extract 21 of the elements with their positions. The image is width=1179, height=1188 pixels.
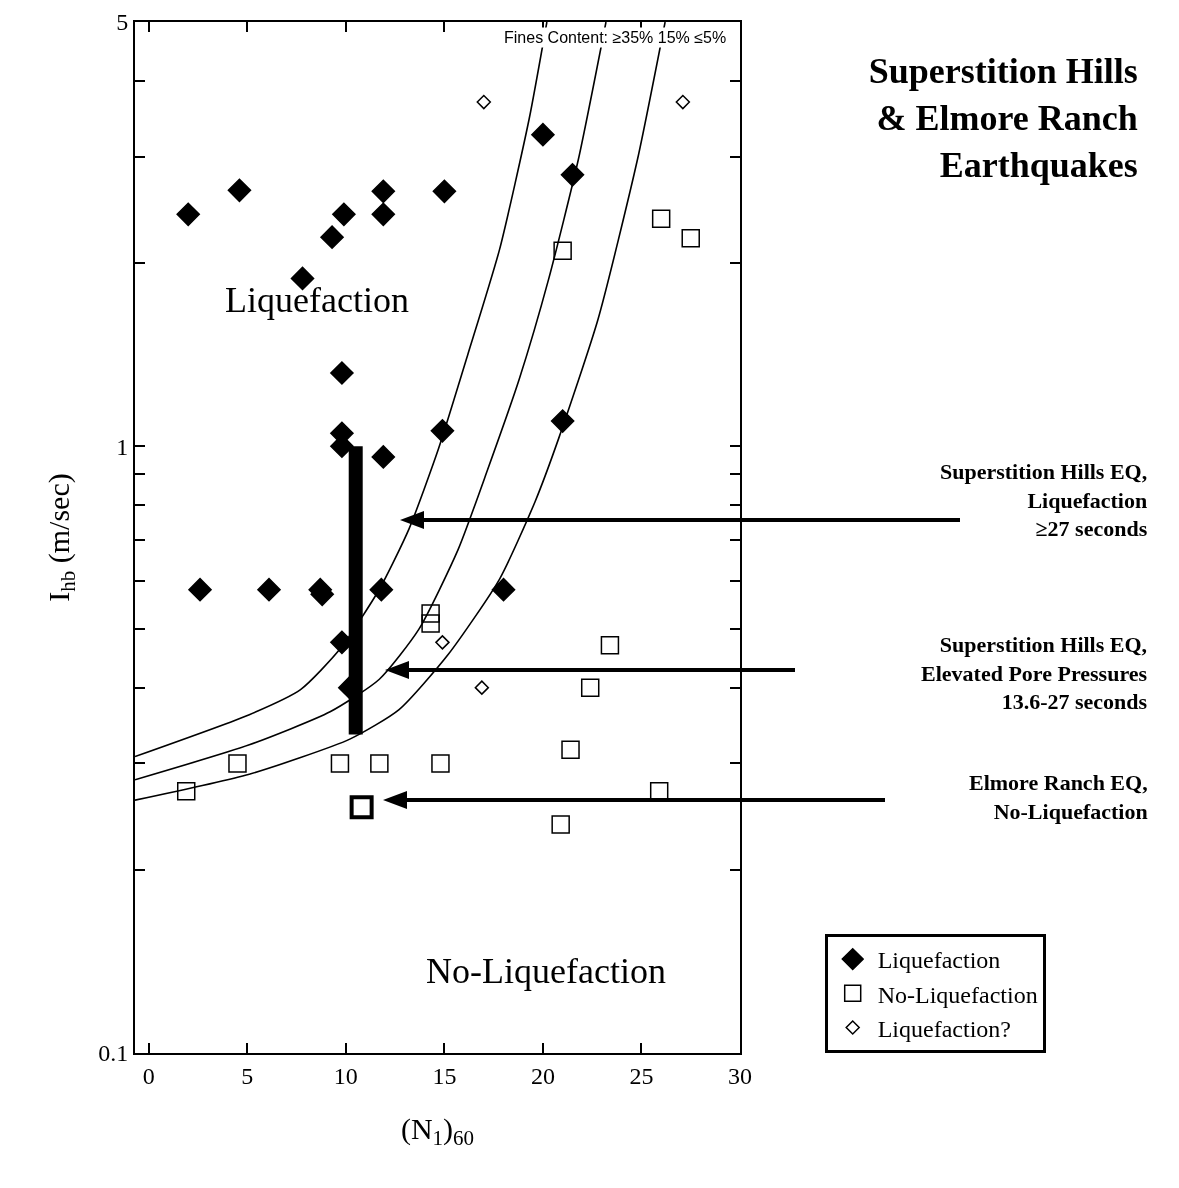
legend-label: Liquefaction? [877, 1015, 1011, 1042]
x-tick-label: 0 [142, 1062, 155, 1089]
text: Superstition Hills & Elmore Ranch Earthquakes [868, 51, 1138, 185]
x-axis-title: (N$_{1}$)$_{60}$ [400, 1111, 475, 1151]
x-tick-label: 30 [728, 1062, 752, 1089]
text: Superstition Hills EQ, Elevated Pore Pressures 13.6-27 seconds [921, 632, 1148, 715]
text: Elmore Ranch EQ, No-Liquefaction [969, 770, 1148, 824]
x-tick-label: 10 [333, 1062, 358, 1089]
legend-label: Liquefaction [877, 947, 1001, 974]
annotation: Liquefaction [225, 280, 409, 320]
legend-label: No-Liquefaction [877, 981, 1038, 1008]
annotation: No-Liquefaction [426, 951, 666, 991]
text: Superstition Hills EQ, Liquefaction ≥27 seconds [940, 459, 1148, 542]
y-tick-label: 0.1 [98, 1040, 129, 1067]
x-tick-label: 25 [629, 1062, 654, 1089]
y-tick-label: 1 [116, 433, 129, 460]
x-tick-label: 5 [241, 1062, 254, 1089]
y-tick-label: 5 [116, 9, 129, 36]
x-tick-label: 20 [530, 1062, 555, 1089]
annotation: Fines Content: ≥35% 15% ≤5% [504, 29, 727, 46]
x-tick-label: 15 [432, 1062, 457, 1089]
